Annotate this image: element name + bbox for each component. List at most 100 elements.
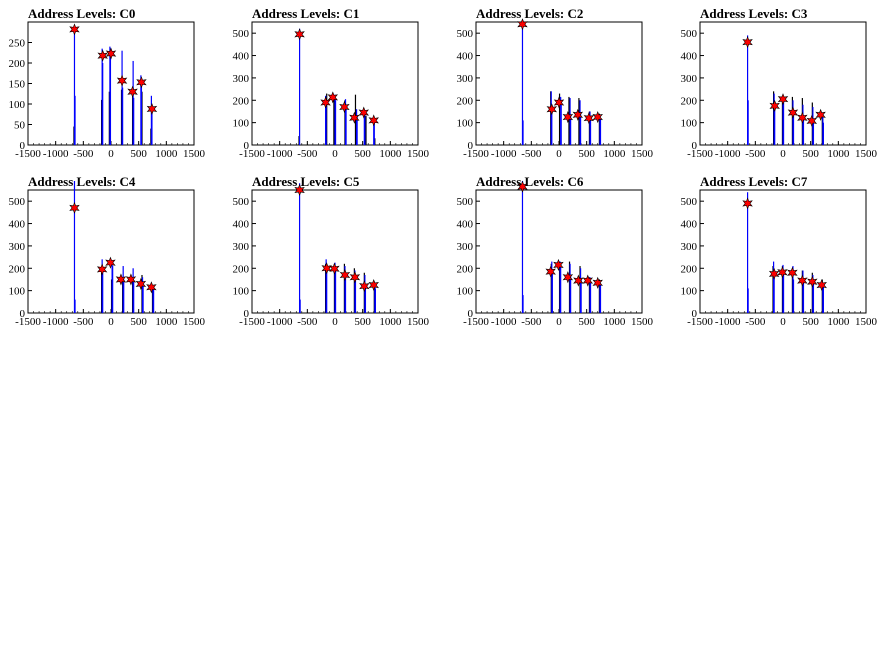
y-tick-label: 300 bbox=[457, 73, 474, 85]
panel-title: Address Levels: C4 bbox=[28, 174, 136, 189]
x-tick-label: 500 bbox=[130, 316, 147, 328]
y-tick-label: 100 bbox=[233, 118, 250, 130]
histogram-plot: -1500 -1000 -500 0 500 1000 1500 0 100 200 300 400 5… bbox=[9, 181, 206, 328]
peak-marker bbox=[583, 112, 595, 125]
y-tick-label: 400 bbox=[233, 219, 250, 231]
x-tick-label: -1000 bbox=[715, 316, 741, 328]
peak-marker bbox=[592, 111, 603, 124]
x-tick-label: 500 bbox=[130, 148, 147, 160]
x-tick-label: 0 bbox=[108, 316, 114, 328]
y-tick-label: 0 bbox=[20, 140, 26, 152]
peak-marker bbox=[359, 280, 370, 293]
peak-marker bbox=[69, 201, 80, 214]
x-tick-label: -1500 bbox=[15, 148, 41, 160]
peak-marker bbox=[797, 274, 808, 287]
y-tick-label: 200 bbox=[457, 263, 474, 275]
x-tick-label: -1500 bbox=[463, 148, 489, 160]
histogram-grid: -1500 -1000 -500 0 500 1000 1500 0 50 100 150 200 25… bbox=[0, 0, 896, 336]
y-tick-label: 300 bbox=[681, 241, 698, 253]
y-tick-label: 500 bbox=[9, 196, 26, 208]
x-tick-label: 500 bbox=[354, 148, 371, 160]
panel-title: Address Levels: C3 bbox=[700, 6, 808, 21]
panel-title: Address Levels: C1 bbox=[252, 6, 360, 21]
y-tick-label: 200 bbox=[681, 263, 698, 275]
peak-marker bbox=[368, 114, 379, 127]
peak-marker bbox=[146, 281, 157, 294]
x-tick-label: 0 bbox=[780, 148, 786, 160]
y-tick-label: 300 bbox=[9, 241, 26, 253]
peak-marker bbox=[105, 256, 116, 269]
x-tick-label: -1000 bbox=[43, 316, 69, 328]
peak-marker bbox=[742, 197, 753, 210]
peak-marker bbox=[545, 265, 556, 278]
peak-marker bbox=[96, 263, 108, 276]
peak-marker bbox=[592, 276, 603, 289]
peak-marker bbox=[105, 47, 117, 60]
y-tick-label: 500 bbox=[457, 28, 474, 40]
x-tick-label: 1000 bbox=[603, 148, 626, 160]
x-tick-label: -1500 bbox=[463, 316, 489, 328]
panel-title: Address Levels: C6 bbox=[476, 174, 584, 189]
peak-marker bbox=[136, 76, 147, 89]
y-tick-label: 0 bbox=[468, 308, 474, 320]
x-tick-label: -1500 bbox=[239, 316, 265, 328]
peak-marker bbox=[787, 266, 798, 279]
x-tick-label: 0 bbox=[780, 316, 786, 328]
y-tick-label: 100 bbox=[457, 286, 474, 298]
histogram-panel: -1500 -1000 -500 0 500 1000 1500 0 100 200 300 400 5… bbox=[224, 168, 448, 336]
x-tick-label: 500 bbox=[578, 148, 595, 160]
y-tick-label: 200 bbox=[233, 263, 250, 275]
y-tick-label: 0 bbox=[244, 308, 250, 320]
peak-marker bbox=[573, 274, 584, 287]
peak-marker bbox=[768, 267, 780, 280]
peak-marker bbox=[553, 96, 565, 109]
peak-marker bbox=[807, 275, 818, 288]
x-tick-label: -1500 bbox=[687, 148, 713, 160]
peak-marker bbox=[815, 108, 826, 121]
x-tick-label: 1500 bbox=[183, 148, 206, 160]
panel-title: Address Levels: C0 bbox=[28, 6, 136, 21]
histogram-panel: -1500 -1000 -500 0 500 1000 1500 0 100 200 300 400 5… bbox=[0, 168, 224, 336]
peak-marker bbox=[787, 106, 799, 119]
x-tick-label: 1000 bbox=[379, 316, 402, 328]
x-tick-label: 1500 bbox=[183, 316, 206, 328]
y-tick-label: 0 bbox=[468, 140, 474, 152]
peak-marker bbox=[349, 271, 361, 284]
y-tick-label: 0 bbox=[20, 308, 26, 320]
peak-marker bbox=[127, 85, 138, 98]
peak-marker bbox=[349, 111, 360, 124]
panel-title: Address Levels: C2 bbox=[476, 6, 584, 21]
x-tick-label: -1000 bbox=[491, 316, 517, 328]
y-tick-label: 250 bbox=[9, 38, 26, 50]
x-tick-label: 500 bbox=[802, 148, 819, 160]
histogram-plot: -1500 -1000 -500 0 500 1000 1500 0 50 100 150 200 25… bbox=[9, 21, 206, 160]
x-tick-label: 0 bbox=[332, 316, 338, 328]
x-tick-label: -500 bbox=[297, 316, 318, 328]
x-tick-label: 1000 bbox=[155, 148, 178, 160]
peak-marker bbox=[339, 268, 351, 282]
x-tick-label: -500 bbox=[297, 148, 318, 160]
peak-marker bbox=[327, 91, 339, 104]
y-tick-label: 500 bbox=[233, 196, 250, 208]
x-tick-label: -1000 bbox=[267, 148, 293, 160]
y-tick-label: 500 bbox=[681, 196, 698, 208]
peak-marker bbox=[797, 111, 808, 124]
peak-marker bbox=[816, 279, 827, 292]
histogram-panel: -1500 -1000 -500 0 500 1000 1500 0 100 200 300 400 5… bbox=[448, 0, 672, 168]
peak-marker bbox=[517, 18, 528, 31]
y-tick-label: 100 bbox=[233, 286, 250, 298]
y-tick-label: 200 bbox=[9, 263, 26, 275]
x-tick-label: -1000 bbox=[715, 148, 741, 160]
peak-marker bbox=[769, 99, 780, 112]
x-tick-label: -1000 bbox=[267, 316, 293, 328]
y-tick-label: 300 bbox=[233, 73, 250, 85]
peak-marker bbox=[582, 274, 594, 287]
histogram-plot: -1500 -1000 -500 0 500 1000 1500 0 100 200 300 400 5… bbox=[233, 21, 430, 160]
histogram-panel: -1500 -1000 -500 0 500 1000 1500 0 100 200 300 400 5… bbox=[672, 168, 896, 336]
x-tick-label: 1500 bbox=[631, 316, 654, 328]
y-tick-label: 300 bbox=[457, 241, 474, 253]
peak-marker bbox=[742, 36, 753, 49]
x-tick-label: 0 bbox=[108, 148, 114, 160]
y-tick-label: 100 bbox=[9, 286, 26, 298]
x-tick-label: 0 bbox=[556, 148, 562, 160]
